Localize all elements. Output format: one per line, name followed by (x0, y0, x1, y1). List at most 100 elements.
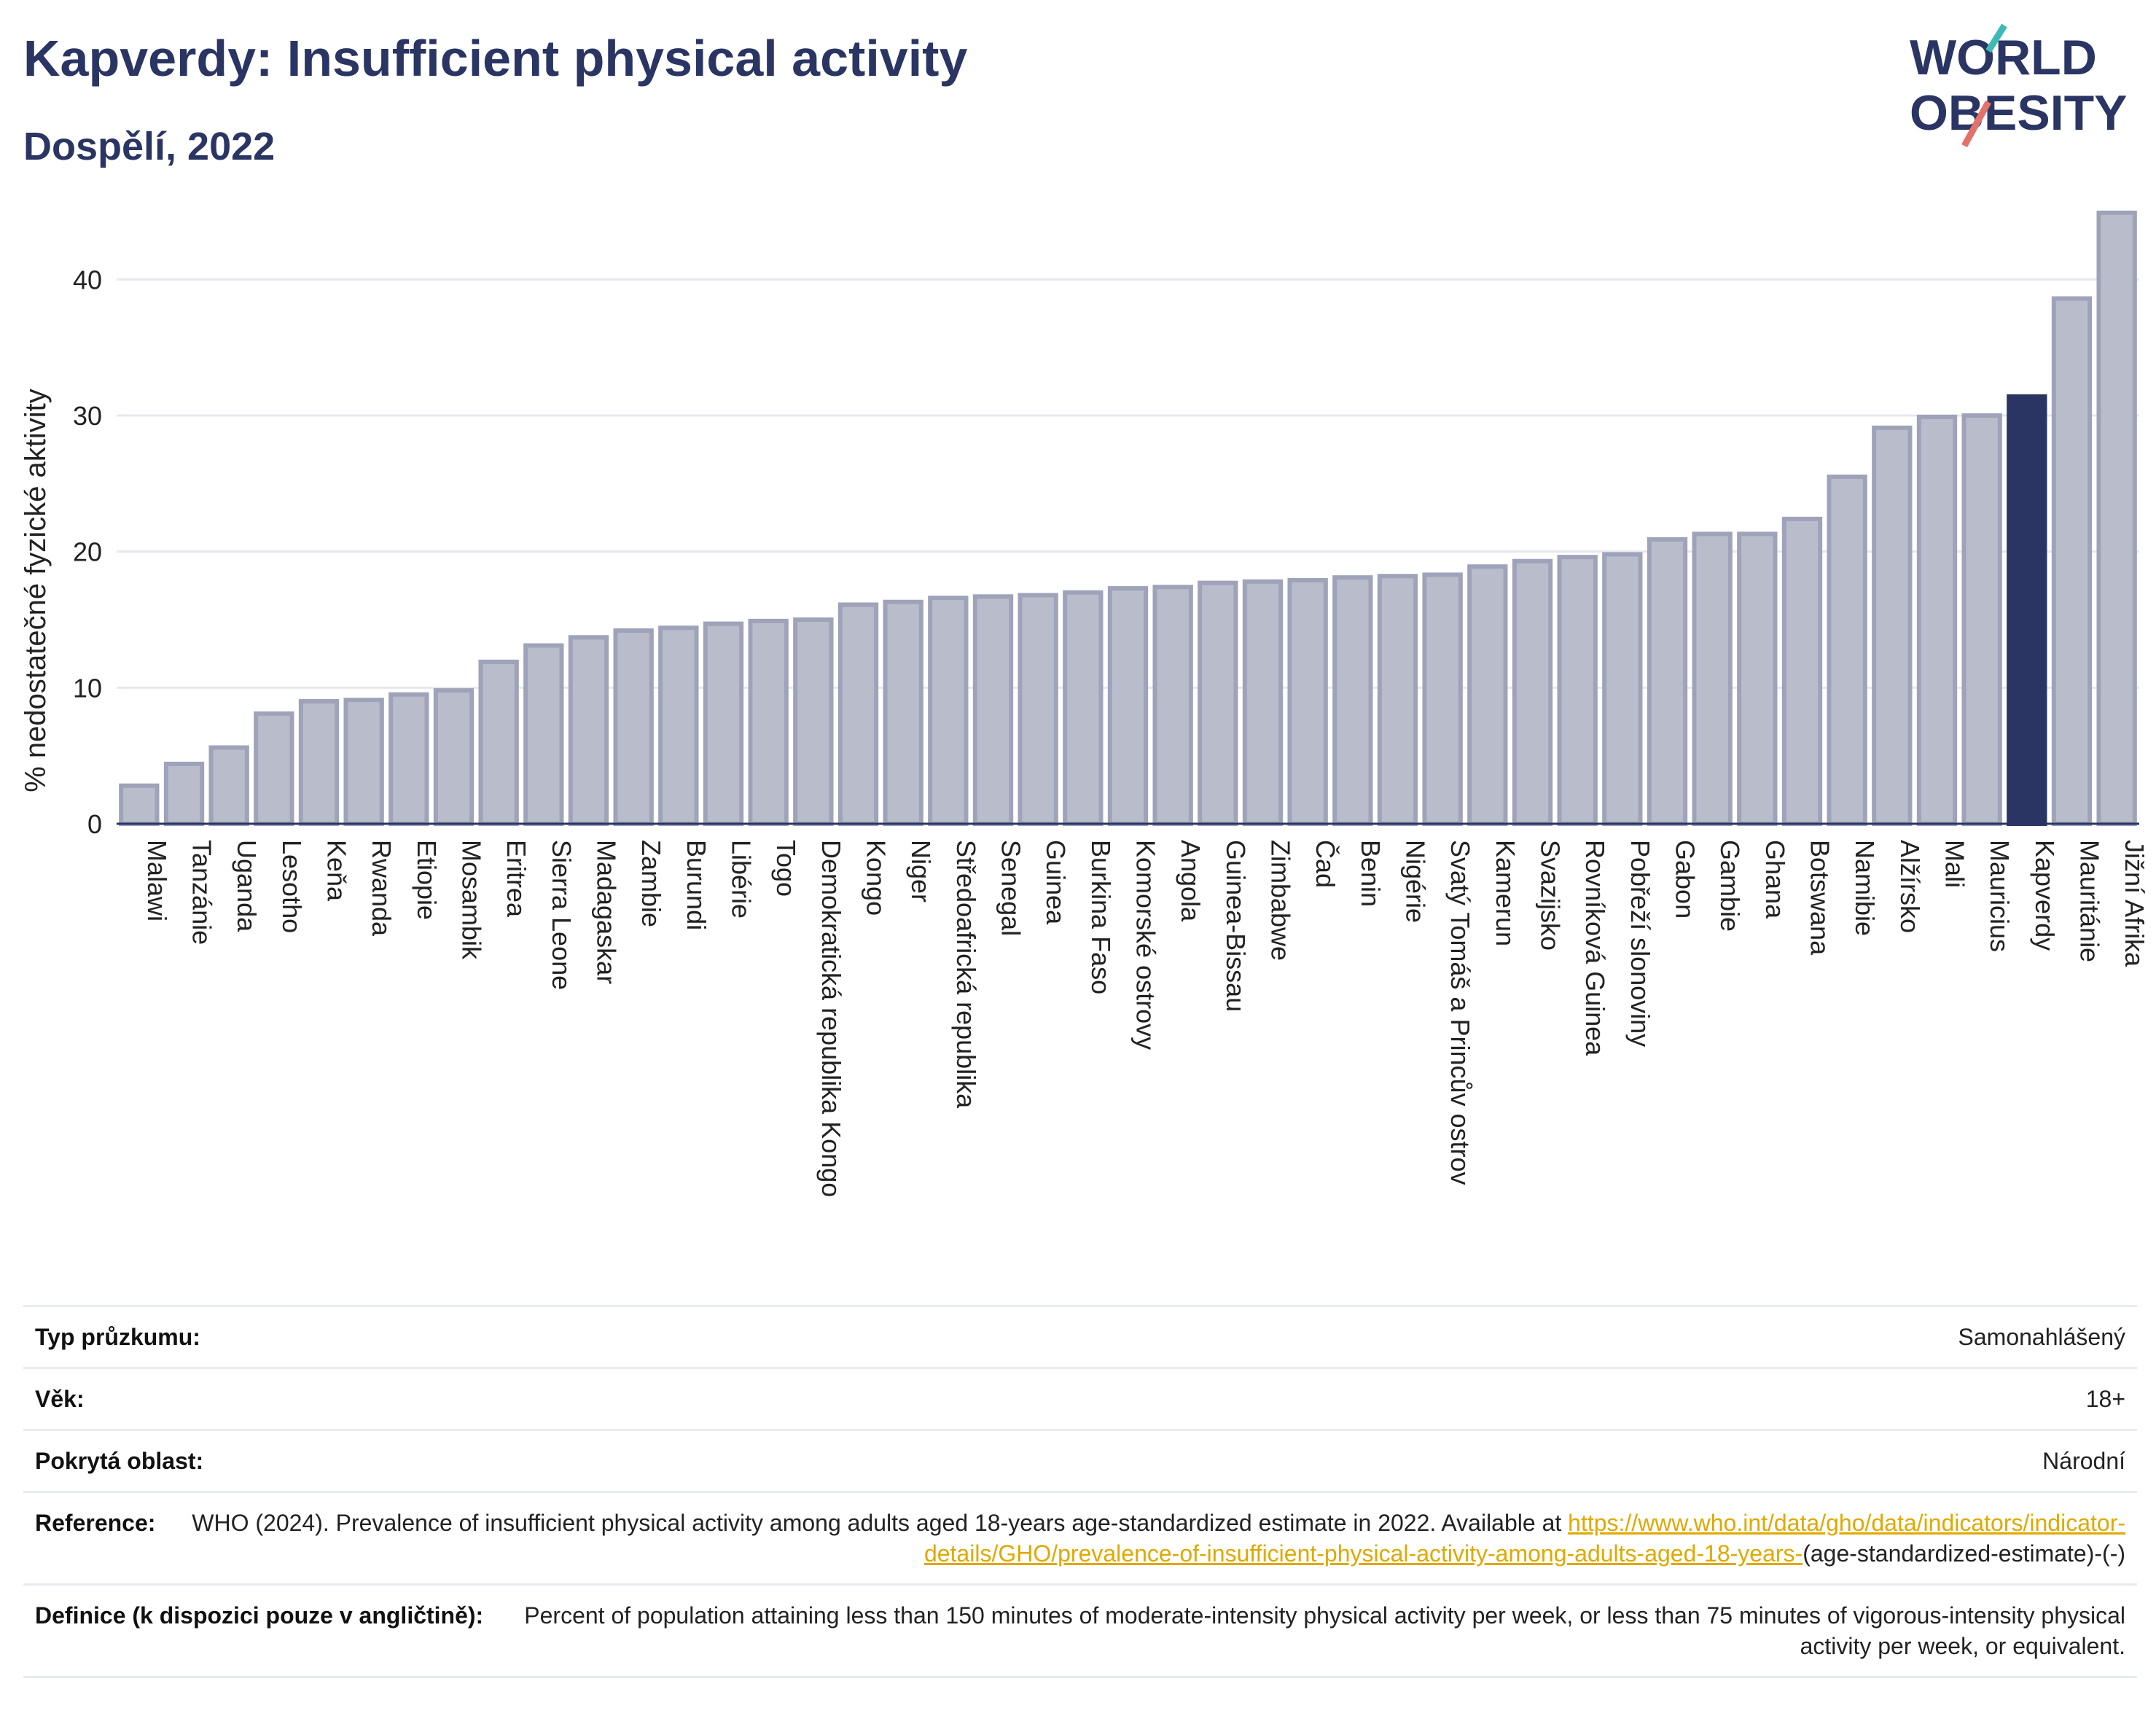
x-tick-label: Komorské ostrovy (1131, 840, 1161, 1050)
bars (119, 210, 2137, 827)
y-tick-label: 0 (87, 809, 102, 839)
bar (928, 596, 969, 827)
info-value: WHO (2024). Prevalence of insufficient p… (184, 1508, 2125, 1569)
logo-word-world: WORLD (1910, 30, 2097, 85)
bar (703, 621, 744, 826)
bar-chart: 0 10 20 30 40 Malawi Tanzánie Uganda Lesotho Keň… (20, 210, 2149, 1197)
bar (119, 783, 160, 826)
bar (208, 745, 249, 827)
x-tick-label: Ghana (1760, 840, 1790, 919)
x-tick-label: Togo (771, 840, 801, 897)
info-key: Definice (k dispozici pouze v angličtině… (35, 1602, 484, 1629)
x-tick-label: Zambie (636, 840, 666, 927)
info-row-definition: Definice (k dispozici pouze v angličtině… (23, 1583, 2137, 1678)
x-tick-label: Gabon (1671, 840, 1700, 919)
bar (613, 628, 654, 827)
bar (1961, 413, 2002, 826)
x-tick-label: Čad (1311, 840, 1340, 888)
bar (1512, 558, 1553, 826)
x-tick-label: Uganda (232, 840, 262, 932)
bar (163, 761, 205, 827)
info-row-coverage: Pokrytá oblast: Národní (23, 1429, 2137, 1491)
info-value: 18+ (2085, 1386, 2125, 1412)
bar (972, 594, 1014, 826)
bar (1107, 586, 1149, 826)
y-tick-labels: 0 10 20 30 40 (73, 265, 102, 839)
bar (883, 599, 923, 826)
info-key: Reference: (35, 1510, 156, 1536)
bar (478, 659, 519, 826)
bar (1872, 425, 1913, 826)
bar (1467, 564, 1508, 826)
bar (1781, 516, 1823, 826)
bar (1602, 552, 1643, 827)
x-tick-label: Eritrea (501, 840, 531, 918)
bar (1287, 577, 1328, 826)
x-tick-label: Středoafrická republika (951, 840, 981, 1109)
x-tick-label: Gambie (1715, 840, 1745, 932)
x-tick-label: Jižní Afrika (2120, 840, 2149, 967)
x-tick-label: Tanzánie (187, 840, 217, 945)
x-tick-label: Pobřeží slonoviny (1625, 840, 1655, 1047)
info-key: Pokrytá oblast: (35, 1448, 204, 1474)
bar (1422, 572, 1463, 827)
reference-link[interactable]: https://www.who.int/data/gho/data/indica… (923, 1510, 2125, 1567)
x-tick-label: Burundi (681, 840, 711, 930)
bar (1737, 531, 1778, 827)
bar (1647, 537, 1688, 826)
bar (2051, 296, 2093, 826)
bar (1063, 590, 1104, 827)
bar (658, 625, 699, 826)
bar (568, 635, 609, 826)
reference-suffix: (age-standardized-estimate)-(-) (1802, 1540, 2125, 1567)
x-tick-label: Sierra Leone (547, 840, 577, 990)
info-key: Typ průzkumu: (35, 1324, 200, 1350)
y-tick-label: 10 (73, 673, 102, 703)
y-axis-label: % nedostatečné fyzické aktivity (20, 389, 52, 792)
x-tick-label: Benin (1356, 840, 1386, 907)
x-tick-label: Madagaskar (592, 840, 622, 984)
info-value: Samonahlášený (1958, 1324, 2125, 1350)
bar (388, 692, 429, 827)
y-tick-label: 20 (73, 537, 102, 567)
bar (1198, 580, 1238, 826)
bar (1827, 475, 1867, 826)
x-tick-label: Namibie (1850, 840, 1880, 936)
info-value: Národní (2042, 1448, 2125, 1474)
x-tick-label: Demokratická republika Kongo (816, 840, 846, 1197)
logo-word-obesity: OBESITY (1910, 85, 2128, 141)
bar (1332, 575, 1373, 827)
bar-highlight (2007, 394, 2047, 826)
bar (748, 618, 789, 826)
x-tick-label: Lesotho (277, 840, 307, 933)
bar (1557, 555, 1598, 827)
x-tick-label: Rwanda (367, 840, 397, 937)
x-tick-label: Mali (1940, 840, 1970, 888)
x-tick-label: Svatý Tomáš a Princův ostrov (1445, 840, 1475, 1185)
logo-slash-red (1961, 100, 1991, 148)
bar (1692, 531, 1733, 827)
x-tick-label: Angola (1176, 840, 1206, 922)
chart-title: Kapverdy: Insufficient physical activity (23, 30, 968, 87)
info-row-age: Věk: 18+ (23, 1367, 2137, 1429)
x-tick-label: Malawi (142, 840, 172, 921)
x-tick-label: Guinea-Bissau (1221, 840, 1251, 1012)
world-obesity-logo: WORLD OBESITY (1910, 23, 2128, 148)
y-tick-label: 30 (73, 401, 102, 431)
bar (298, 699, 340, 826)
bar (523, 643, 564, 827)
x-tick-label: Guinea (1041, 840, 1071, 925)
x-tick-labels: Malawi Tanzánie Uganda Lesotho Keňa Rwanda Eti… (142, 840, 2149, 1197)
x-tick-label: Libérie (727, 840, 757, 919)
bar (2096, 210, 2137, 827)
x-tick-label: Botswana (1805, 840, 1835, 956)
x-tick-label: Mauricius (1985, 840, 2015, 952)
x-tick-label: Kapverdy (2030, 840, 2060, 951)
bar (1377, 574, 1418, 826)
x-tick-label: Keňa (322, 840, 352, 902)
x-tick-label: Kamerun (1491, 840, 1520, 946)
x-tick-label: Burkina Faso (1086, 840, 1116, 994)
bar (343, 698, 384, 827)
x-tick-label: Etiopie (412, 840, 442, 920)
chart-subtitle: Dospělí, 2022 (23, 125, 276, 168)
